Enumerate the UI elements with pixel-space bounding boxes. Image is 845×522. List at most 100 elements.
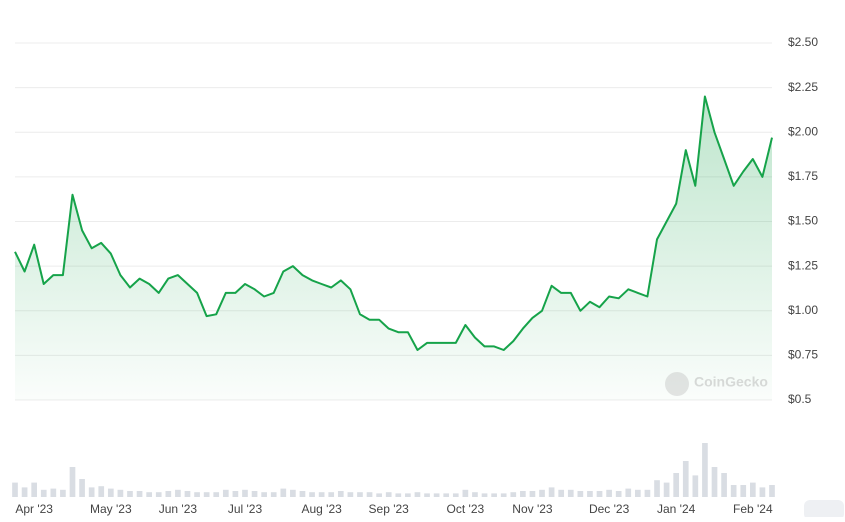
volume-bar [539, 489, 545, 497]
price-line [14, 95, 773, 351]
volume-bar [433, 493, 440, 497]
scroll-button[interactable] [804, 500, 844, 520]
x-tick-label: Feb '24 [733, 502, 773, 516]
volume-bar [242, 489, 248, 497]
volume-bar [472, 492, 478, 497]
x-tick-label: May '23 [90, 502, 132, 516]
volume-bar [261, 492, 267, 497]
volume-bar [117, 489, 124, 497]
volume-bar [395, 493, 402, 497]
volume-bar [60, 489, 66, 497]
volume-bar [270, 492, 277, 497]
volume-bar [663, 482, 670, 497]
x-tick-label: Nov '23 [512, 502, 553, 516]
x-tick-label: Apr '23 [15, 502, 53, 516]
volume-bar [520, 491, 526, 497]
y-tick-label: $1.50 [788, 214, 818, 228]
watermark-text: CoinGecko [694, 374, 768, 390]
x-tick-label: Dec '23 [589, 502, 630, 516]
volume-bar [155, 492, 162, 497]
volume-bar [730, 485, 737, 497]
volume-bar [194, 492, 200, 497]
volume-bar [596, 491, 603, 497]
volume-bar [280, 488, 287, 497]
volume-bar [644, 489, 651, 497]
volume-bar [567, 489, 574, 497]
volume-bar [21, 487, 28, 497]
volume-bar [452, 493, 459, 497]
volume-bar [606, 489, 612, 497]
volume-bar [146, 492, 152, 497]
volume-bar [337, 491, 344, 497]
volume-bar [251, 491, 258, 497]
x-tick-label: Jun '23 [159, 502, 198, 516]
y-tick-label: $0.75 [788, 348, 818, 362]
y-tick-label: $1.75 [788, 169, 818, 183]
volume-bar [232, 491, 239, 497]
y-tick-label: $1.25 [788, 258, 818, 272]
volume-bar [682, 461, 689, 497]
volume-bar [88, 487, 95, 497]
volume-bar [577, 491, 584, 497]
volume-bar [385, 492, 392, 497]
volume-bar [299, 491, 306, 497]
volume-bar [136, 491, 143, 497]
volume-bar [347, 492, 354, 497]
volume-bar [414, 492, 421, 497]
volume-bar [40, 489, 47, 497]
volume-bar [491, 493, 497, 497]
volume-bar [309, 492, 315, 497]
watermark-logo [665, 372, 689, 396]
x-tick-label: Jan '24 [657, 502, 696, 516]
volume-bar [635, 489, 641, 497]
volume-bar [615, 491, 622, 497]
volume-bar [462, 489, 469, 497]
volume-bar [529, 491, 536, 497]
volume-bar [692, 475, 699, 497]
volume-bar [702, 443, 708, 497]
volume-bar [98, 486, 105, 497]
volume-bar [328, 492, 335, 497]
watermark: CoinGecko [665, 372, 768, 396]
volume-bar [184, 491, 191, 497]
x-tick-label: Jul '23 [228, 502, 263, 516]
x-tick-label: Sep '23 [369, 502, 410, 516]
volume-bar [50, 488, 57, 497]
x-tick-label: Oct '23 [447, 502, 485, 516]
volume-bar [357, 492, 363, 497]
volume-bar [12, 482, 18, 497]
volume-bar [711, 467, 718, 497]
volume-bar [318, 492, 325, 497]
volume-bar [740, 485, 747, 497]
volume-bar [376, 493, 382, 497]
price-area [15, 96, 772, 400]
volume-bar [107, 488, 114, 497]
y-tick-label: $0.5 [788, 392, 812, 406]
volume-bar [443, 493, 450, 497]
volume-bar [290, 489, 296, 497]
y-tick-label: $1.00 [788, 303, 818, 317]
volume-bar [673, 473, 680, 497]
volume-bar [31, 482, 38, 497]
volume-bar [625, 488, 632, 497]
volume-bar [587, 491, 593, 497]
volume-bar [366, 492, 373, 497]
volume-bar [213, 492, 220, 497]
volume-bar [759, 487, 766, 497]
y-tick-label: $2.50 [788, 35, 818, 49]
volume-bar [405, 493, 411, 497]
volume-bar [175, 489, 181, 497]
volume-bar [165, 491, 172, 497]
volume-bar [127, 491, 133, 497]
volume-bar [500, 493, 507, 497]
volume-bar [203, 492, 210, 497]
volume-bar [69, 467, 76, 497]
y-tick-label: $2.25 [788, 80, 818, 94]
volume-bar [424, 493, 430, 497]
volume-bar [510, 492, 517, 497]
volume-bar [481, 493, 488, 497]
volume-bar [654, 480, 660, 497]
x-tick-label: Aug '23 [301, 502, 342, 516]
volume-bar [222, 489, 229, 497]
